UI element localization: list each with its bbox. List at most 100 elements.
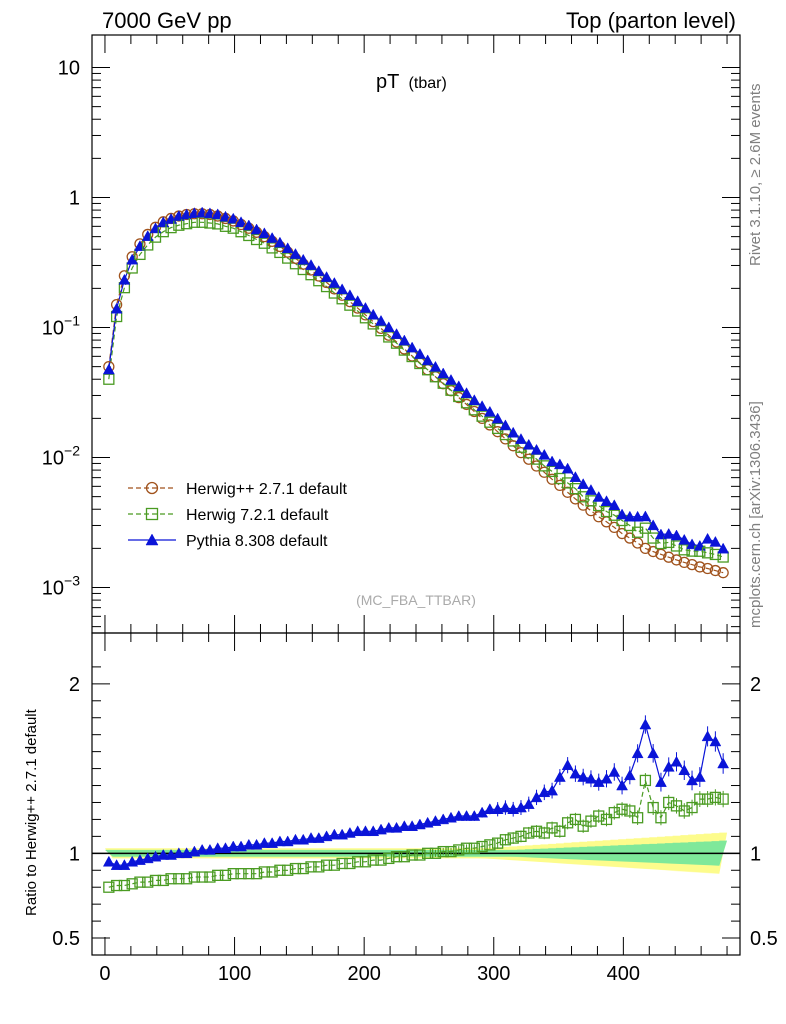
ratio-herwig7-point: [468, 842, 480, 854]
ratio-herwig7-point: [437, 845, 449, 858]
ratio-pythia-point: [686, 774, 698, 786]
ratio-y-tick-label-left: 2: [69, 674, 80, 696]
series-herwigpp-point: [631, 537, 644, 549]
series-pythia-point: [258, 227, 271, 239]
ratio-herwig7-point: [282, 864, 294, 876]
legend-label: Pythia 8.308 default: [186, 533, 328, 550]
ratio-pythia-point: [273, 835, 286, 847]
ratio-pythia-point: [553, 771, 566, 782]
series-pythia-point: [623, 510, 636, 522]
series-pythia-point: [452, 380, 465, 392]
ratio-y-tick-label-right: 2: [750, 674, 761, 696]
series-herwig7-point: [561, 477, 574, 489]
series-herwigpp-point: [694, 561, 706, 573]
series-pythia-point: [390, 328, 403, 339]
series-pythia-point: [670, 529, 683, 541]
ratio-pythia-point: [328, 828, 341, 840]
series-herwig7-line: [108, 221, 724, 558]
ratio-herwig7-point: [219, 869, 232, 881]
ratio-herwig7-point: [406, 849, 418, 861]
ratio-herwig7-point: [663, 796, 675, 809]
ratio-x-tick-label: 0: [99, 963, 110, 985]
ratio-pythia-point: [522, 798, 535, 809]
series-pythia-point: [297, 253, 310, 265]
ratio-pythia-point: [600, 772, 613, 784]
ratio-herwig7-point: [328, 859, 341, 871]
series-herwigpp-point: [577, 499, 589, 511]
ratio-herwig7-point: [390, 851, 403, 863]
ratio-herwig7-point: [717, 793, 729, 805]
series-pythia-point: [242, 219, 255, 231]
ratio-ticks: 0 100 200 300 400 0.5 0.5 1 1 2 2: [52, 633, 778, 985]
ratio-herwig7-point: [414, 849, 426, 861]
ratio-pythia-point: [468, 810, 481, 821]
ratio-pythia-point: [701, 730, 714, 742]
series-herwigpp-point: [538, 466, 550, 478]
ratio-pythia-point: [717, 757, 730, 769]
main-y-tick-label: 10−3: [42, 573, 80, 600]
series-pythia-point: [468, 394, 481, 405]
main-y-tick-label: 10: [58, 58, 80, 80]
legend-marker: [145, 533, 159, 546]
ratio-herwig7-point: [297, 862, 309, 875]
ratio-herwig7-point: [375, 854, 387, 866]
series-pythia-point: [273, 236, 286, 248]
series-pythia-point: [491, 412, 504, 424]
series-herwigpp-point: [561, 486, 574, 498]
series-pythia-point: [289, 248, 302, 259]
ratio-pythia-point: [102, 855, 115, 867]
ratio-pythia-point: [693, 771, 706, 782]
series-pythia-point: [118, 273, 131, 285]
series-pythia-point: [406, 341, 419, 353]
ratio-herwig7-point: [460, 842, 473, 854]
series-pythia-point: [413, 348, 426, 359]
ratio-panel: 0 100 200 300 400 0.5 0.5 1 1 2 2 Ratio to Herwig+…: [23, 632, 778, 985]
ratio-herwig7-point: [103, 881, 115, 893]
series-pythia-point: [569, 471, 582, 482]
ratio-x-tick-label: 200: [347, 963, 380, 985]
series-pythia-point: [235, 216, 247, 228]
ratio-herwig7-point: [647, 801, 659, 814]
series-pythia-point: [678, 533, 691, 545]
ratio-herwig7-point: [266, 866, 278, 878]
series-herwig7-point: [250, 233, 263, 246]
series-herwigpp-point: [530, 460, 543, 472]
chart-title-main: pT: [376, 71, 399, 93]
ratio-pythia-point: [211, 842, 224, 853]
series-pythia-point: [717, 542, 730, 554]
series-pythia-point: [507, 426, 520, 438]
ratio-herwig7-point: [507, 832, 519, 844]
ratio-herwig7-point: [678, 805, 690, 817]
series-pythia-point: [483, 405, 496, 417]
ratio-pythia-point: [709, 735, 722, 747]
series-pythia-point: [445, 374, 457, 385]
series-pythia-point: [328, 277, 341, 288]
series-pythia-point: [585, 484, 597, 495]
ratio-herwig7-point: [593, 810, 605, 822]
ratio-herwig7-point: [305, 861, 317, 873]
series-pythia-point: [351, 295, 364, 306]
series-herwig7-point: [709, 548, 722, 561]
series-herwig7-point: [243, 229, 255, 242]
ratio-pythia-point: [631, 747, 644, 759]
series-herwigpp-point: [608, 521, 620, 534]
ratio-herwig7-point: [499, 834, 512, 846]
ratio-pythia-point: [227, 840, 240, 852]
series-pythia-point: [577, 478, 590, 489]
ratio-pythia-point: [670, 755, 683, 767]
rivet-label: Rivet 3.1.10, ≥ 2.6M events: [747, 84, 764, 267]
series-herwigpp-point: [639, 542, 652, 555]
series-pythia-point: [398, 334, 411, 346]
ratio-pythia-point: [616, 779, 628, 791]
ratio-pythia-point: [592, 776, 605, 787]
ratio-y-tick-label-right: 1: [750, 843, 761, 865]
series-pythia-point: [320, 271, 333, 282]
ratio-herwig7-point: [173, 873, 185, 885]
series-herwigpp-point: [647, 545, 659, 558]
series-pythia-point: [553, 458, 566, 470]
ratio-herwig7-point: [134, 876, 146, 888]
ratio-herwig7-point: [530, 825, 543, 837]
series-pythia-point: [250, 223, 263, 235]
